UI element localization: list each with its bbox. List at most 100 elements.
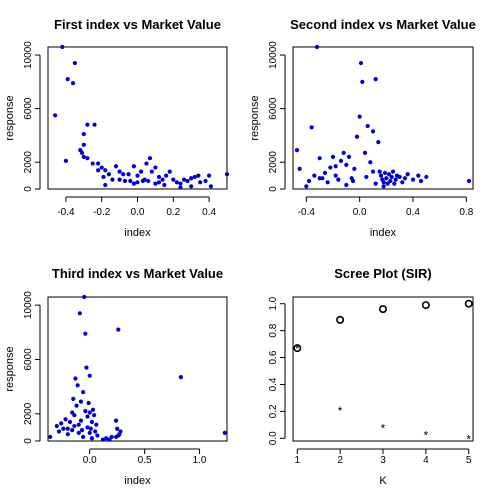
data-point bbox=[339, 159, 343, 163]
y-tick-label: 0 bbox=[268, 186, 279, 192]
y-tick-label: 0 bbox=[23, 186, 34, 192]
x-tick-label: -0.2 bbox=[93, 207, 111, 218]
data-point bbox=[126, 172, 130, 176]
y-axis-label: response bbox=[4, 346, 16, 391]
data-point bbox=[179, 375, 183, 379]
data-point bbox=[153, 182, 157, 186]
data-point bbox=[77, 431, 81, 435]
data-point bbox=[358, 115, 362, 119]
x-tick-label: 3 bbox=[380, 455, 386, 466]
plot-frame bbox=[293, 47, 473, 189]
scree-circle-point bbox=[466, 301, 472, 307]
y-tick-label: 0.8 bbox=[268, 323, 279, 337]
data-point bbox=[168, 169, 172, 173]
data-point bbox=[419, 179, 423, 183]
data-point bbox=[196, 174, 200, 178]
data-point bbox=[66, 427, 70, 431]
data-point bbox=[379, 174, 383, 178]
data-point bbox=[92, 413, 96, 417]
x-tick-label: 0.0 bbox=[131, 207, 145, 218]
x-tick-label: 1.0 bbox=[193, 455, 207, 466]
data-point bbox=[164, 174, 168, 178]
data-point bbox=[114, 164, 118, 168]
data-point bbox=[366, 124, 370, 128]
data-point bbox=[92, 123, 96, 127]
data-point bbox=[79, 400, 83, 404]
data-point bbox=[326, 180, 330, 184]
data-point bbox=[82, 143, 86, 147]
data-point bbox=[88, 410, 92, 414]
data-point bbox=[66, 432, 70, 436]
data-point bbox=[59, 421, 63, 425]
data-point bbox=[116, 433, 120, 437]
data-point bbox=[73, 376, 77, 380]
data-point bbox=[121, 172, 125, 176]
data-point bbox=[61, 427, 65, 431]
data-point bbox=[153, 165, 157, 169]
chart-title: Third index vs Market Value bbox=[52, 266, 223, 281]
data-point bbox=[55, 424, 59, 428]
data-point bbox=[355, 135, 359, 139]
y-tick-label: 10000 bbox=[23, 41, 34, 69]
data-point bbox=[383, 171, 387, 175]
data-point bbox=[398, 175, 402, 179]
y-tick-label: 10000 bbox=[268, 41, 279, 69]
data-point bbox=[411, 178, 415, 182]
data-point bbox=[146, 179, 150, 183]
data-point bbox=[225, 172, 229, 176]
data-point bbox=[371, 129, 375, 133]
y-tick-label: 2000 bbox=[23, 151, 34, 174]
x-tick-label: 0.5 bbox=[138, 455, 152, 466]
data-point bbox=[209, 184, 213, 188]
data-point bbox=[70, 428, 74, 432]
data-point bbox=[115, 427, 119, 431]
data-point bbox=[363, 151, 367, 155]
y-tick-label: 10000 bbox=[23, 291, 34, 319]
data-point bbox=[312, 174, 316, 178]
data-point bbox=[114, 419, 118, 423]
data-point bbox=[118, 169, 122, 173]
data-point bbox=[207, 174, 211, 178]
y-tick-label: 2000 bbox=[268, 151, 279, 174]
data-point bbox=[307, 179, 311, 183]
scree-circle-point bbox=[337, 317, 343, 323]
data-point bbox=[139, 169, 143, 173]
x-tick-label: 5 bbox=[466, 455, 472, 466]
data-point bbox=[160, 178, 164, 182]
data-point bbox=[203, 179, 207, 183]
data-point bbox=[193, 175, 197, 179]
data-point bbox=[148, 156, 152, 160]
data-point bbox=[352, 167, 356, 171]
data-point bbox=[360, 80, 364, 84]
data-point bbox=[364, 175, 368, 179]
data-point bbox=[315, 45, 319, 49]
y-axis-label: response bbox=[249, 95, 261, 140]
data-point bbox=[178, 182, 182, 186]
data-point bbox=[103, 183, 107, 187]
data-point bbox=[66, 77, 70, 81]
data-point bbox=[310, 125, 314, 129]
x-tick-label: 0.8 bbox=[459, 207, 473, 218]
data-point bbox=[162, 183, 166, 187]
panel-2: Second index vs Market Value -0.4 0.0 0.4 0.… bbox=[249, 17, 476, 239]
data-point bbox=[63, 417, 67, 421]
x-tick-label: 4 bbox=[423, 455, 429, 466]
data-point bbox=[90, 436, 94, 440]
data-point bbox=[87, 401, 91, 405]
plot-frame bbox=[48, 297, 227, 441]
data-point bbox=[143, 178, 147, 182]
data-point bbox=[68, 420, 72, 424]
data-point bbox=[118, 178, 122, 182]
panel-3: Third index vs Market Value 0.0 0.5 1.0 0 200… bbox=[4, 266, 227, 487]
data-point bbox=[85, 156, 89, 160]
scree-star-point: * bbox=[424, 428, 429, 442]
data-point bbox=[48, 435, 52, 439]
data-point bbox=[72, 413, 76, 417]
data-point bbox=[376, 140, 380, 144]
y-tick-label: 0.2 bbox=[268, 404, 279, 418]
data-point bbox=[82, 295, 86, 299]
data-point bbox=[198, 180, 202, 184]
x-tick-label: 0.0 bbox=[353, 207, 367, 218]
y-tick-label: 6000 bbox=[268, 97, 279, 120]
data-point bbox=[424, 175, 428, 179]
